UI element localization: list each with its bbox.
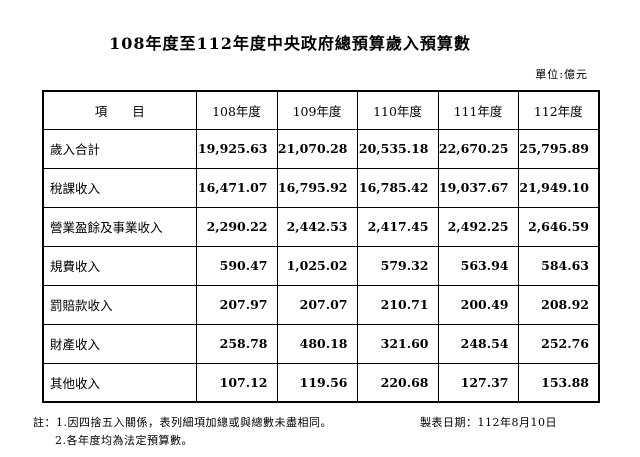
cell-value: 2,417.45 [356,206,439,247]
cell-value: 207.97 [195,284,278,325]
table-row: 罰賠款收入 207.97 207.07 210.71 200.49 208.92 [42,284,600,325]
table-row: 營業盈餘及事業收入 2,290.22 2,442.53 2,417.45 2,4… [42,206,600,247]
cell-value: 25,795.89 [517,128,600,169]
table-row: 財產收入 258.78 480.18 321.60 248.54 252.76 [42,323,600,364]
cell-value: 2,646.59 [517,206,600,247]
cell-value: 20,535.18 [356,128,439,169]
cell-value: 19,037.67 [437,167,519,208]
cell-value: 258.78 [195,323,278,364]
cell-value: 153.88 [517,362,600,403]
row-label: 其他收入 [42,362,197,403]
table-row: 其他收入 107.12 119.56 220.68 127.37 153.88 [42,362,600,403]
cell-value: 19,925.63 [195,128,278,169]
cell-value: 22,670.25 [437,128,519,169]
cell-value: 127.37 [437,362,519,403]
row-label: 規費收入 [42,245,197,286]
cell-value: 21,070.28 [276,128,358,169]
cell-value: 107.12 [195,362,278,403]
cell-value: 579.32 [356,245,439,286]
header-year-108: 108年度 [195,90,278,130]
header-year-110: 110年度 [356,90,439,130]
cell-value: 480.18 [276,323,358,364]
header-year-111: 111年度 [437,90,519,130]
table-row: 規費收入 590.47 1,025.02 579.32 563.94 584.6… [42,245,600,286]
cell-value: 584.63 [517,245,600,286]
unit-label: 單位:億元 [535,68,588,81]
table-row: 稅課收入 16,471.07 16,795.92 16,785.42 19,03… [42,167,600,208]
row-label: 罰賠款收入 [42,284,197,325]
cell-value: 590.47 [195,245,278,286]
header-year-109: 109年度 [276,90,358,130]
header-item: 項 目 [42,90,197,130]
cell-value: 21,949.10 [517,167,600,208]
cell-value: 1,025.02 [276,245,358,286]
header-year-112: 112年度 [517,90,600,130]
cell-value: 207.07 [276,284,358,325]
cell-value: 200.49 [437,284,519,325]
row-label: 歲入合計 [42,128,197,169]
cell-value: 2,492.25 [437,206,519,247]
table-header-row: 項 目 108年度 109年度 110年度 111年度 112年度 [42,90,600,130]
cell-value: 563.94 [437,245,519,286]
cell-value: 16,785.42 [356,167,439,208]
cell-value: 2,442.53 [276,206,358,247]
report-date: 製表日期：112年8月10日 [420,416,557,429]
cell-value: 252.76 [517,323,600,364]
row-label: 稅課收入 [42,167,197,208]
row-label: 營業盈餘及事業收入 [42,206,197,247]
page-title: 108年度至112年度中央政府總預算歲入預算數 [109,34,471,53]
footnote-2: 2.各年度均為法定預算數。 [55,434,193,447]
cell-value: 248.54 [437,323,519,364]
cell-value: 321.60 [356,323,439,364]
budget-revenue-table: 項 目 108年度 109年度 110年度 111年度 112年度 歲入合計 1… [42,90,600,403]
row-label: 財產收入 [42,323,197,364]
cell-value: 16,795.92 [276,167,358,208]
cell-value: 220.68 [356,362,439,403]
table-row: 歲入合計 19,925.63 21,070.28 20,535.18 22,67… [42,128,600,169]
cell-value: 119.56 [276,362,358,403]
cell-value: 16,471.07 [195,167,278,208]
footnote-1: 註：1.因四捨五入關係，表列細項加總或與總數未盡相同。 [33,416,332,429]
cell-value: 2,290.22 [195,206,278,247]
cell-value: 210.71 [356,284,439,325]
cell-value: 208.92 [517,284,600,325]
